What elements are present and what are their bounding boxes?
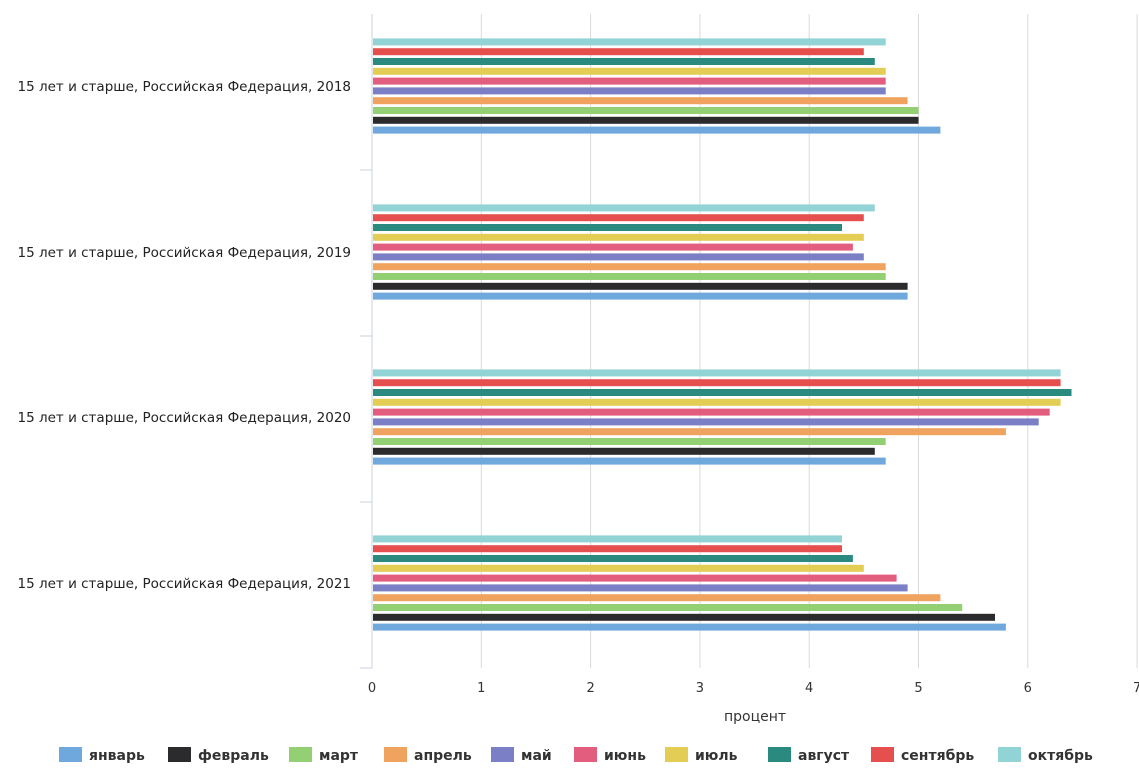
legend-swatch [768,747,791,762]
category-labels: 15 лет и старше, Российская Федерация, 2… [18,79,351,592]
bar-июнь [373,574,897,582]
x-tick-label: 5 [914,681,922,696]
bar-октябрь [373,38,886,46]
bar-март [373,273,886,280]
bar-январь [373,623,1006,631]
bar-май [373,253,864,261]
bar-апрель [373,594,941,602]
bar-сентябрь [373,379,1061,387]
bar-июнь [373,408,1050,416]
bar-июнь [373,243,853,251]
x-tick-label: 4 [805,681,813,696]
legend-item-сентябрь[interactable]: сентябрь [871,747,974,764]
legend-swatch [168,747,191,762]
bars-layer [373,38,1072,631]
legend-item-апрель[interactable]: апрель [384,747,472,764]
bar-июль [373,233,864,241]
legend-swatch [665,747,688,762]
bar-август [373,389,1072,396]
legend-item-июнь[interactable]: июнь [574,747,646,764]
bar-февраль [373,613,995,621]
legend-item-май[interactable]: май [491,747,552,764]
bar-апрель [373,97,908,105]
x-tick-label: 7 [1133,681,1139,696]
legend-swatch [289,747,312,762]
x-tick-label: 6 [1024,681,1032,696]
bar-февраль [373,116,919,124]
bar-октябрь [373,204,875,212]
category-label: 15 лет и старше, Российская Федерация, 2… [18,245,351,261]
legend-label: август [798,748,850,764]
legend-label: февраль [198,748,269,764]
legend-item-октябрь[interactable]: октябрь [998,747,1093,764]
bar-январь [373,126,941,134]
x-tick-labels: 0 1 2 3 4 5 6 7 [368,681,1139,696]
x-tick-label: 2 [586,681,594,696]
x-axis-title: процент [724,709,786,725]
legend-label: июль [695,748,738,764]
legend-item-январь[interactable]: январь [59,747,145,764]
bar-март [373,107,919,114]
legend-swatch [491,747,514,762]
axis-layer [360,14,373,669]
legend-item-август[interactable]: август [768,747,850,764]
legend-item-февраль[interactable]: февраль [168,747,269,764]
legend-item-июль[interactable]: июль [665,747,738,764]
x-tick-label: 3 [696,681,704,696]
bar-сентябрь [373,545,842,553]
bar-март [373,604,963,611]
bar-август [373,224,842,231]
bar-июль [373,564,864,572]
legend-item-март[interactable]: март [289,747,359,764]
legend-swatch [998,747,1021,762]
bar-май [373,584,908,592]
legend-label: июнь [604,748,646,764]
bar-июль [373,398,1061,406]
legend-label: октябрь [1028,748,1093,764]
bar-октябрь [373,535,842,543]
bar-февраль [373,282,908,290]
bar-март [373,438,886,445]
bar-август [373,58,875,65]
bar-июль [373,67,886,75]
legend-label: май [521,748,552,764]
legend-label: март [319,748,359,764]
category-label: 15 лет и старше, Российская Федерация, 2… [18,79,351,95]
bar-сентябрь [373,214,864,222]
legend-label: январь [89,748,145,764]
x-tick-label: 1 [477,681,485,696]
bar-октябрь [373,369,1061,377]
bar-сентябрь [373,48,864,56]
legend-swatch [871,747,894,762]
legend-label: апрель [414,748,472,764]
bar-февраль [373,447,875,455]
bar-январь [373,292,908,300]
legend: январь февраль март апрель май июнь июль август… [59,747,1093,764]
bar-апрель [373,428,1006,436]
category-label: 15 лет и старше, Российская Федерация, 2… [18,576,351,592]
legend-swatch [574,747,597,762]
bar-август [373,555,853,562]
bar-апрель [373,263,886,271]
bar-январь [373,457,886,465]
category-label: 15 лет и старше, Российская Федерация, 2… [18,410,351,426]
legend-swatch [59,747,82,762]
x-tick-label: 0 [368,681,376,696]
bar-июнь [373,77,886,85]
bar-май [373,87,886,95]
legend-swatch [384,747,407,762]
bar-май [373,418,1039,426]
legend-label: сентябрь [901,748,974,764]
